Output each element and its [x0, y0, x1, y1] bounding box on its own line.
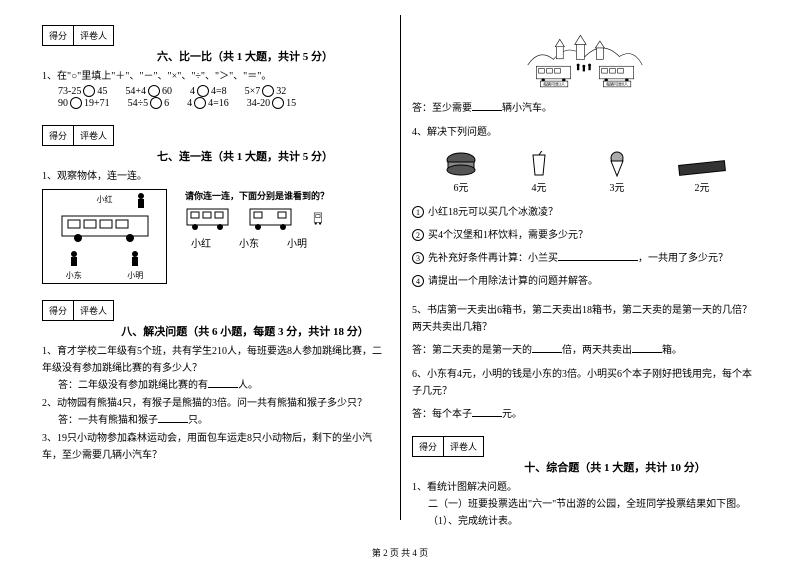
blank-input[interactable]	[632, 342, 662, 353]
section-7: 得分 评卷人 七、连一连（共 1 大题，共计 5 分） 1、观察物体，连一连。 …	[42, 125, 388, 284]
circle-input[interactable]	[262, 85, 274, 97]
expr-row-2: 9019+71 54÷56 44=16 34-2015	[58, 97, 388, 109]
q6-instr: 1、在"○"里填上"＋"、"－"、"×"、"÷"、"＞"、"＝"。	[42, 68, 388, 85]
score-box: 得分 评卷人	[42, 125, 114, 146]
a5: 答：第二天卖的是第一天的倍，两天共卖出箱。	[412, 342, 758, 360]
right-column: 每辆可坐3人 每辆可坐8人 答：至少需要辆小汽车。 4、解决下列问题。 6元 4…	[400, 20, 770, 535]
section-6: 得分 评卷人 六、比一比（共 1 大题，共计 5 分） 1、在"○"里填上"＋"…	[42, 25, 388, 109]
circle-input[interactable]	[272, 97, 284, 109]
a8-2: 答：一共有熊猫和猴子只。	[58, 412, 388, 430]
item-drink: 4元	[521, 151, 557, 194]
view-back	[311, 206, 335, 231]
svg-text:每辆可坐8人: 每辆可坐8人	[606, 81, 628, 87]
score-box: 得分 评卷人	[42, 300, 114, 321]
circle-input[interactable]	[83, 85, 95, 97]
blank-input[interactable]	[472, 406, 502, 417]
blank-input[interactable]	[532, 342, 562, 353]
column-divider	[400, 15, 401, 520]
circle-input[interactable]	[70, 97, 82, 109]
expr-row-1: 73-2545 54+460 44=8 5×732	[58, 85, 388, 97]
q4-title: 4、解决下列问题。	[412, 124, 758, 141]
section-6-title: 六、比一比（共 1 大题，共计 5 分）	[102, 48, 388, 64]
park-illustration: 每辆可坐3人 每辆可坐8人	[475, 25, 695, 88]
item-burger: 6元	[443, 151, 479, 194]
blank-input[interactable]	[208, 377, 238, 388]
view-side	[248, 206, 293, 231]
q5: 5、书店第一天卖出6箱书，第二天卖出18箱书，第二天卖的是第一天的几倍？两天共卖…	[412, 302, 758, 336]
bus-icon	[60, 212, 150, 244]
a8-3: 答：至少需要辆小汽车。	[412, 100, 758, 118]
section-8: 得分 评卷人 八、解决问题（共 6 小题，每题 3 分，共计 18 分） 1、育…	[42, 300, 388, 464]
observe-diagram: 小红 小东 小明 请你连一连，下面分别是谁看到的？	[42, 189, 388, 284]
item-chocolate: 2元	[677, 159, 727, 194]
q4-sub4: 4请提出一个用除法计算的问题并解答。	[412, 273, 758, 290]
score-box: 得分 评卷人	[42, 25, 114, 46]
scene-box: 小红 小东 小明	[42, 189, 167, 284]
q4-sub3: 3先补充好条件再计算：小兰买，一共用了多少元？	[412, 250, 758, 267]
q7-1: 1、观察物体，连一连。	[42, 168, 388, 185]
q8-2: 2、动物园有熊猫4只，有猴子是熊猫的3倍。问一共有熊猫和猴子多少只？	[42, 395, 388, 412]
a6: 答：每个本子元。	[412, 406, 758, 424]
view-label: 小明	[287, 235, 307, 250]
view-label: 小东	[239, 235, 259, 250]
grader-header: 评卷人	[74, 26, 113, 45]
blank-input[interactable]	[158, 412, 188, 423]
blank-input[interactable]	[472, 100, 502, 111]
page-footer: 第 2 页 共 4 页	[0, 546, 800, 559]
score-header: 得分	[43, 26, 74, 45]
circle-input[interactable]	[150, 97, 162, 109]
a8-1: 答：二年级没有参加跳绳比赛的有人。	[58, 377, 388, 395]
left-column: 得分 评卷人 六、比一比（共 1 大题，共计 5 分） 1、在"○"里填上"＋"…	[30, 20, 400, 535]
item-icecream: 3元	[599, 151, 635, 194]
views-column: 请你连一连，下面分别是谁看到的？ 小红	[185, 189, 335, 250]
section-10: 得分 评卷人 十、综合题（共 1 大题，共计 10 分） 1、看统计图解决问题。…	[412, 436, 758, 530]
items-row: 6元 4元 3元 2元	[422, 151, 748, 194]
view-label: 小红	[191, 235, 211, 250]
circle-input[interactable]	[194, 97, 206, 109]
circle-input[interactable]	[148, 85, 160, 97]
q10-body: 二（一）班要投票选出"六一"节出游的公园，全班同学投票结果如下图。	[428, 496, 758, 513]
q10-sub1: （1）、完成统计表。	[428, 513, 758, 530]
q8-3: 3、19只小动物参加森林运动会，用面包车运走8只小动物后，剩下的坐小汽车，至少需…	[42, 430, 388, 464]
score-box: 得分 评卷人	[412, 436, 484, 457]
section-10-title: 十、综合题（共 1 大题，共计 10 分）	[472, 459, 758, 475]
q4-sub1: 1小红18元可以买几个冰激凌？	[412, 204, 758, 221]
q4-sub2: 2买4个汉堡和1杯饮料，需要多少元？	[412, 227, 758, 244]
q10-1: 1、看统计图解决问题。	[412, 479, 758, 496]
section-8-title: 八、解决问题（共 6 小题，每题 3 分，共计 18 分）	[102, 323, 388, 339]
blank-input[interactable]	[558, 250, 638, 261]
view-front	[185, 206, 230, 231]
q8-1: 1、育才学校二年级有5个班，共有学生210人，每班要选8人参加跳绳比赛，二年级没…	[42, 343, 388, 377]
circle-input[interactable]	[197, 85, 209, 97]
section-7-title: 七、连一连（共 1 大题，共计 5 分）	[102, 148, 388, 164]
svg-text:每辆可坐3人: 每辆可坐3人	[543, 81, 565, 87]
q6: 6、小东有4元，小明的钱是小东的3倍。小明买6个本子刚好把钱用完，每个本子几元？	[412, 366, 758, 400]
